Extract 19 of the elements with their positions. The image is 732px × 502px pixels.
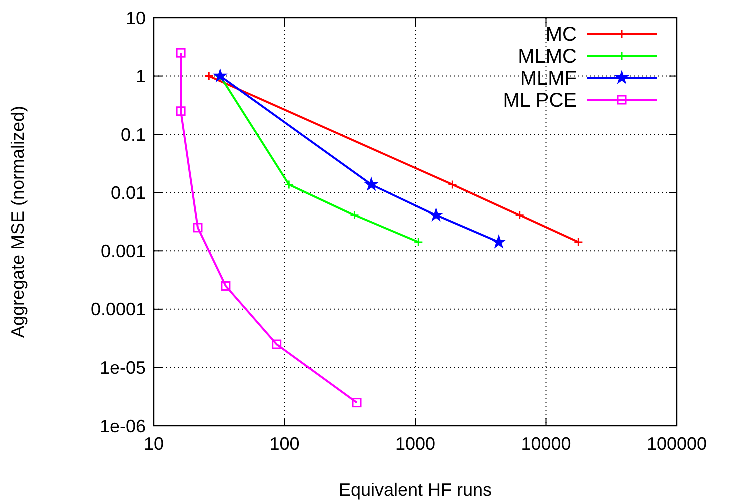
x-tick-label: 100000	[646, 434, 708, 454]
y-tick-label: 1e-05	[100, 358, 146, 378]
x-tick-label: 10	[144, 434, 164, 454]
y-tick-label: 0.0001	[90, 300, 146, 320]
x-axis-title: Equivalent HF runs	[338, 480, 492, 500]
y-tick-label: 10	[126, 8, 146, 28]
y-tick-label: 1e-06	[100, 416, 146, 436]
x-tick-label: 1000	[395, 434, 436, 454]
y-tick-label: 0.01	[110, 183, 146, 204]
legend-label: ML PCE	[503, 90, 577, 112]
legend-label: MLMF	[520, 68, 577, 90]
y-tick-label: 0.1	[120, 124, 146, 145]
legend-label: MC	[546, 24, 577, 46]
legend-label: MLMC	[518, 46, 577, 68]
y-tick-label: 1	[136, 66, 146, 87]
y-axis-title: Aggregate MSE (normalized)	[8, 106, 28, 338]
x-tick-label: 100	[270, 434, 300, 454]
y-tick-label: 0.001	[100, 241, 146, 262]
x-tick-label: 10000	[521, 434, 572, 454]
